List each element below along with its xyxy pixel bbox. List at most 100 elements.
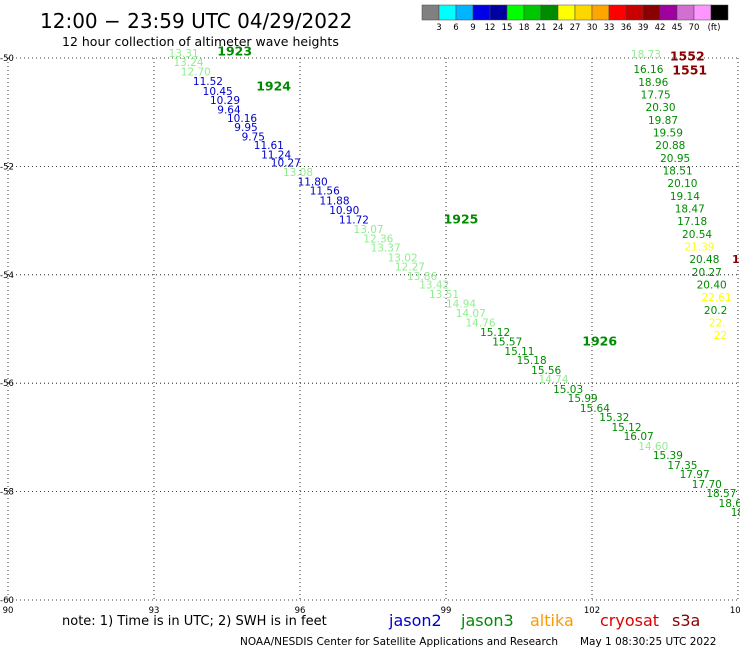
pass-number-label: 1924	[256, 79, 291, 94]
wave-height-point: 12.27	[395, 261, 425, 273]
wave-height-point: 11.24	[261, 149, 291, 161]
colorbar-label: 24	[553, 23, 564, 33]
wave-height-point: 10.45	[203, 86, 233, 98]
wave-height-point: 20.54	[682, 229, 712, 241]
colorbar-swatch	[625, 4, 644, 21]
wave-height-point: 20.30	[646, 102, 676, 114]
wave-height-point: 20.40	[697, 279, 727, 291]
wave-height-point: 15.56	[531, 365, 561, 377]
wave-height-point: 11.56	[310, 186, 340, 198]
wave-height-point: 15.32	[599, 412, 629, 424]
colorbar-swatch	[574, 4, 593, 21]
wave-height-point: 21.39	[684, 241, 714, 253]
colorbar-label: 18	[519, 23, 530, 33]
wave-height-point: 22	[714, 330, 727, 342]
wave-height-point: 17.75	[641, 90, 671, 102]
wave-height-point: 14.94	[446, 298, 476, 310]
wave-height-point: 18.6	[731, 507, 740, 519]
wave-height-point: 13.07	[354, 224, 384, 236]
legend-s3a: s3a	[672, 611, 700, 630]
footer-credit: NOAA/NESDIS Center for Satellite Applica…	[240, 636, 558, 648]
wave-height-point: 18.57	[706, 488, 736, 500]
wave-height-point: 19.59	[653, 128, 683, 140]
wave-height-point: 20.27	[692, 267, 722, 279]
colorbar-swatch	[642, 4, 661, 21]
wave-height-point: 13.51	[429, 289, 459, 301]
x-tick-label: 90	[3, 606, 14, 616]
colorbar-swatch	[523, 4, 542, 21]
x-tick-label: 93	[149, 606, 160, 616]
colorbar-label: 30	[587, 23, 598, 33]
colorbar-swatch	[438, 4, 457, 21]
colorbar-swatch	[608, 4, 627, 21]
wave-height-point: 15.11	[504, 346, 534, 358]
pass-number-label: 1925	[444, 211, 479, 226]
wave-height-point: 9.64	[217, 104, 241, 116]
wave-height-point: 13.42	[419, 279, 449, 291]
wave-height-point: 11.80	[298, 176, 328, 188]
wave-height-point: 18.69	[719, 498, 740, 510]
wave-height-point: 17.97	[680, 469, 710, 481]
colorbar-label: 42	[655, 23, 666, 33]
wave-height-point: 18.47	[675, 203, 705, 215]
colorbar-label: 6	[453, 23, 458, 33]
wave-height-point: 15.64	[580, 403, 610, 415]
clipped-pass-label: 1	[732, 253, 740, 266]
wave-height-point: 14.07	[456, 308, 486, 320]
wave-height-point: 19.87	[648, 115, 678, 127]
wave-height-point: 22.61	[702, 292, 732, 304]
colorbar-swatch	[506, 4, 525, 21]
colorbar-label: 15	[502, 23, 513, 33]
y-tick-label: -56	[0, 379, 14, 389]
wave-height-point: 13.08	[283, 167, 313, 179]
wave-height-point: 18.96	[638, 77, 668, 89]
wave-height-point: 19.14	[670, 191, 700, 203]
page-subtitle: 12 hour collection of altimeter wave hei…	[62, 34, 339, 49]
wave-height-point: 13.86	[407, 271, 437, 283]
plot-area: 90939699102105-50-52-54-56-58-6013.3113.…	[0, 43, 740, 616]
colorbar-label: 9	[470, 23, 475, 33]
wave-height-point: 10.27	[271, 157, 301, 169]
wave-height-point: 11.61	[254, 140, 284, 152]
wave-height-point: 17.35	[667, 460, 697, 472]
colorbar-swatch	[710, 4, 729, 21]
colorbar-label: 70	[689, 23, 700, 33]
x-tick-label: 105	[730, 606, 740, 616]
legend-altika: altika	[530, 611, 574, 630]
wave-height-point: 13.37	[371, 242, 401, 254]
y-tick-label: -52	[0, 162, 14, 172]
wave-height-point: 18.73	[631, 49, 661, 61]
wave-height-point: 15.03	[553, 384, 583, 396]
colorbar-label: 3	[436, 23, 441, 33]
wave-height-point: 17.18	[677, 216, 707, 228]
colorbar-swatch	[659, 4, 678, 21]
x-tick-label: 96	[295, 606, 306, 616]
wave-height-point: 20.2	[704, 305, 727, 317]
wave-height-point: 10.90	[329, 205, 359, 217]
color-scale-legend: 3 6 9 12 15 18 21 24 27 30 33 36 39 42 45 70 (ft)	[421, 4, 729, 33]
wave-height-point: 11.52	[193, 76, 223, 88]
wave-height-point: 15.57	[492, 336, 522, 348]
colorbar-swatch	[557, 4, 576, 21]
colorbar-label: 33	[604, 23, 615, 33]
colorbar-label: 45	[672, 23, 683, 33]
wave-height-point: 9.95	[234, 122, 257, 134]
footer-note: note: 1) Time is in UTC; 2) SWH is in fe…	[62, 614, 327, 629]
wave-height-point: 13.31	[169, 48, 199, 60]
y-tick-label: -58	[0, 488, 14, 498]
colorbar-label: 39	[638, 23, 649, 33]
wave-height-point: 10.29	[210, 95, 240, 107]
wave-height-point: 17.70	[692, 479, 722, 491]
wave-height-point: 15.12	[611, 422, 641, 434]
wave-height-point: 13.02	[388, 252, 418, 264]
pass-number-label: 1552	[670, 49, 705, 64]
y-tick-label: -60	[0, 596, 14, 606]
colorbar-swatch	[455, 4, 474, 21]
wave-height-point: 18.51	[663, 166, 693, 178]
colorbar-swatch	[693, 4, 712, 21]
colorbar-swatch	[676, 4, 695, 21]
wave-height-point: 15.18	[517, 355, 547, 367]
wave-height-point: 9.75	[242, 131, 265, 143]
legend-jason2: jason2	[388, 611, 442, 630]
